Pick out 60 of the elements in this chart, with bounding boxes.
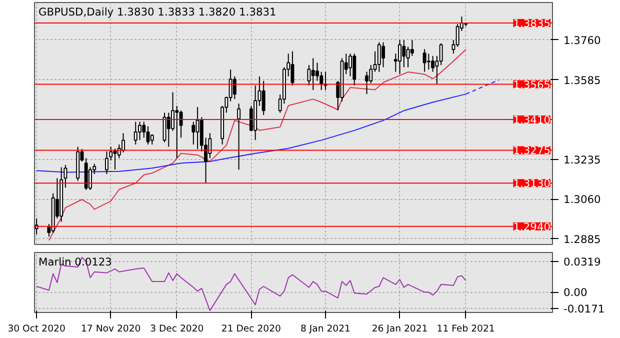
candlestick: [311, 58, 315, 90]
candlestick: [113, 148, 117, 170]
candlestick: [146, 126, 150, 146]
y-tick-label: 1.3585: [564, 74, 601, 87]
candlestick: [377, 42, 381, 72]
candlestick: [426, 53, 430, 70]
candlestick: [142, 121, 146, 138]
candlestick: [402, 39, 406, 68]
y-tick-label: 0.00: [564, 286, 588, 300]
candlestick: [104, 150, 108, 175]
candlestick: [166, 112, 170, 148]
candlestick: [410, 39, 414, 56]
candlestick: [138, 121, 142, 140]
ref-line-label: 1.3835: [513, 16, 551, 30]
candlestick: [134, 121, 138, 146]
candlestick: [262, 80, 266, 116]
candlestick: [398, 39, 402, 75]
x-tick-label: 8 Jan 2021: [300, 324, 351, 334]
y-tick-label: 1.3060: [564, 193, 602, 206]
candlestick: [307, 64, 311, 86]
candlestick: [162, 112, 166, 143]
x-tick-label: 17 Nov 2020: [80, 324, 141, 334]
candlestick: [175, 105, 179, 159]
candlestick: [88, 166, 92, 190]
ref-line-label: 1.3565: [513, 78, 551, 92]
candlestick: [352, 53, 356, 86]
candlestick: [422, 48, 426, 72]
ref-line-label: 1.3130: [513, 177, 551, 190]
candlestick: [232, 76, 236, 100]
candlestick: [192, 121, 196, 146]
chart-title: GBPUSD,Daily 1.3830 1.3833 1.3820 1.3831: [38, 6, 276, 18]
x-tick-label: 11 Feb 2021: [436, 324, 495, 334]
candlestick: [109, 146, 113, 161]
y-tick-label: 1.3235: [564, 153, 601, 166]
line-series: [36, 256, 466, 312]
ref-line-label: 1.3410: [513, 114, 551, 127]
x-tick-label: 26 Jan 2021: [372, 324, 428, 334]
candlestick: [382, 42, 386, 68]
x-tick-label: 30 Oct 2020: [8, 324, 66, 334]
x-tick-label: 3 Dec 2020: [150, 324, 204, 334]
ref-line-label: 1.3275: [513, 144, 551, 158]
ref-line-label: 1.2940: [513, 220, 551, 234]
y-tick-label: 0.0319: [564, 255, 602, 268]
candlestick: [122, 132, 125, 153]
line-series: [48, 49, 466, 241]
candlestick: [348, 53, 352, 77]
x-tick-label: 21 Dec 2020: [221, 324, 282, 334]
candlestick: [439, 42, 443, 66]
y-tick-label: 1.2885: [564, 232, 601, 246]
candlestick: [237, 103, 241, 170]
candlestick: [179, 110, 183, 138]
candlestick: [431, 55, 435, 72]
candlestick: [320, 71, 324, 90]
candlestick: [315, 62, 319, 82]
candlestick: [171, 92, 175, 132]
y-tick-label: -0.0171: [564, 302, 605, 316]
y-tick-label: 1.3760: [564, 34, 602, 47]
candlestick: [365, 71, 368, 95]
candlestick: [196, 106, 200, 150]
candlestick: [290, 50, 294, 86]
